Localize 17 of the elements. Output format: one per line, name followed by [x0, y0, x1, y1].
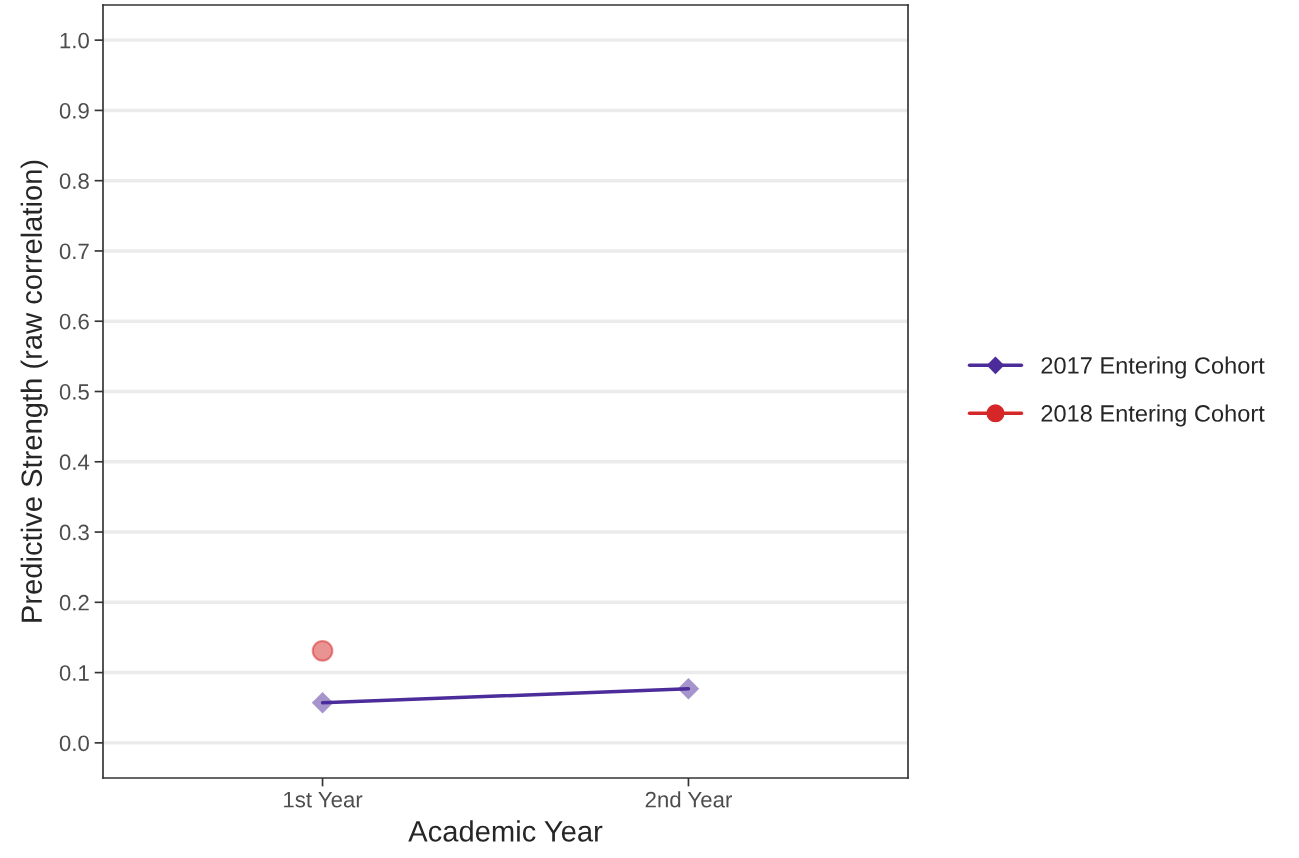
y-tick-label: 1.0	[60, 32, 89, 49]
y-tick-label: 0.9	[59, 102, 89, 119]
y-tick-label: 0.5	[59, 384, 89, 400]
y-tick-label: 0.2	[59, 594, 89, 611]
y-axis-title: Predictive Strength (raw correlation)	[20, 160, 48, 622]
legend-label: 2018 Entering Cohort	[1041, 404, 1265, 427]
y-tick-label: 0.6	[59, 313, 89, 330]
y-tick-label: 0.1	[59, 665, 89, 681]
y-tick-label: 0.7	[59, 243, 89, 260]
y-tick-label: 0.0	[59, 735, 89, 752]
x-tick-label: 1st Year	[284, 792, 363, 808]
x-tick-label: 2nd Year	[645, 791, 732, 808]
y-tick-label: 0.4	[59, 454, 90, 471]
y-tick-label: 0.3	[59, 524, 89, 541]
legend-label: 2017 Entering Cohort	[1041, 356, 1265, 379]
x-axis-title: Academic Year	[408, 820, 603, 842]
y-tick-label: 0.8	[59, 173, 89, 189]
